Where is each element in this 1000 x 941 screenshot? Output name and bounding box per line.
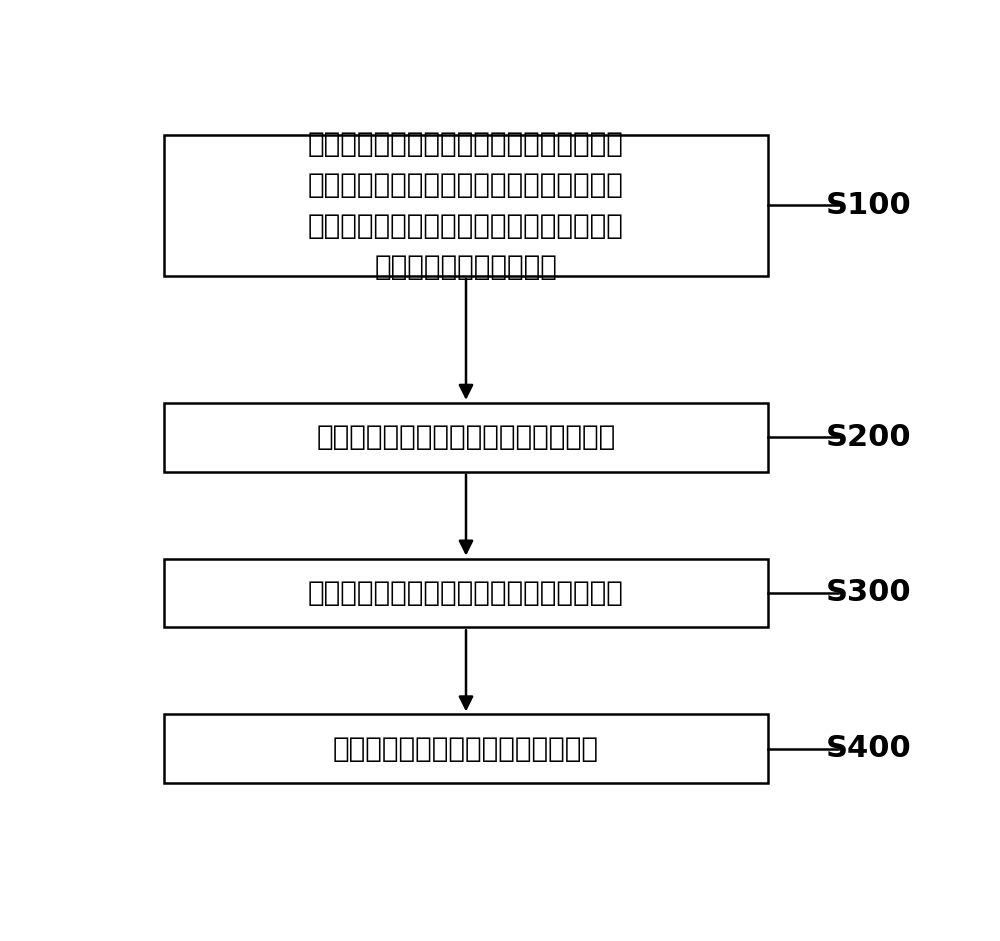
Text: S300: S300 [826, 579, 912, 608]
Bar [164, 403, 768, 471]
Bar [164, 714, 768, 783]
Text: S100: S100 [826, 191, 912, 220]
Text: S400: S400 [826, 734, 912, 763]
Text: 用药芯焊丝进行半自动气体保护焊填充焊道: 用药芯焊丝进行半自动气体保护焊填充焊道 [308, 579, 624, 607]
Text: S200: S200 [826, 423, 912, 452]
Text: 采用药芯焊丝进行半自动气体保护焊: 采用药芯焊丝进行半自动气体保护焊 [333, 735, 599, 763]
Bar [164, 559, 768, 628]
Text: 对支管进行下料、坡口加工，以及对支管与
主管进行连接节点接头组对，使支管与主管
连接节点接头的坡口角度、组对间隙以及钝
边满足预设组对技术要求: 对支管进行下料、坡口加工，以及对支管与 主管进行连接节点接头组对，使支管与主管 … [308, 130, 624, 281]
Bar [164, 135, 768, 276]
Text: 采用金属粉芯焊丝进行半自动气体保护焊: 采用金属粉芯焊丝进行半自动气体保护焊 [316, 423, 616, 451]
